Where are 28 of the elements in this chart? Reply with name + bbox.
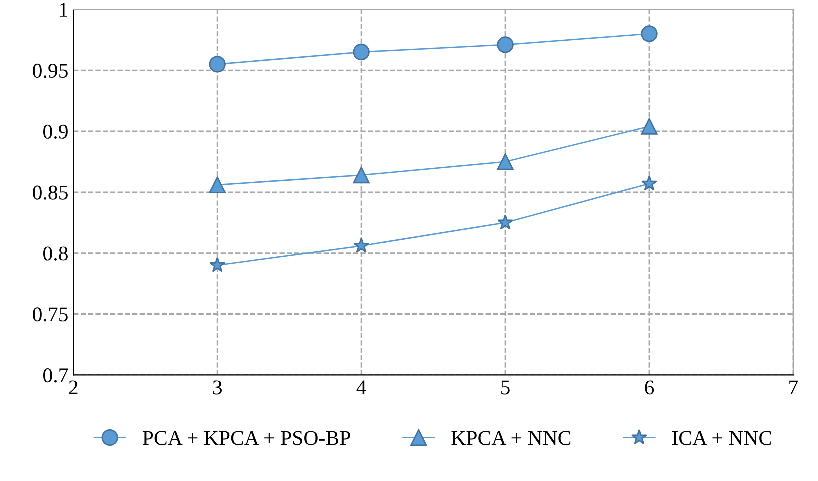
point [210, 257, 226, 272]
y-tick-label: 0.8 [44, 246, 68, 261]
legend-label: KPCA + NNC [452, 431, 571, 446]
point [641, 26, 658, 42]
y-tick-label: 0.85 [33, 186, 68, 200]
point [353, 44, 370, 61]
point [353, 167, 370, 184]
y-tick-label: 0.75 [33, 308, 68, 322]
x-tick-label: 5 [502, 380, 510, 395]
point [354, 238, 370, 253]
legend-label: PCA + KPCA + PSO-BP [142, 431, 350, 446]
legend-label: ICA + NNC [672, 431, 772, 446]
point [209, 176, 226, 194]
point [498, 214, 514, 230]
point [641, 118, 658, 135]
x-tick-label: 3 [213, 380, 222, 395]
point [642, 176, 658, 191]
y-tick-label: 0.9 [44, 124, 68, 139]
y-tick-label: 0.95 [33, 64, 68, 78]
x-tick-label: 7 [790, 380, 798, 394]
x-tick-label: 2 [69, 380, 78, 394]
x-tick-label: 4 [356, 380, 366, 394]
y-tick-label: 1 [60, 3, 68, 17]
point [497, 36, 514, 54]
y-tick-label: 0.7 [44, 368, 68, 383]
point [497, 154, 514, 170]
x-tick-label: 6 [645, 380, 654, 395]
point [209, 56, 226, 73]
